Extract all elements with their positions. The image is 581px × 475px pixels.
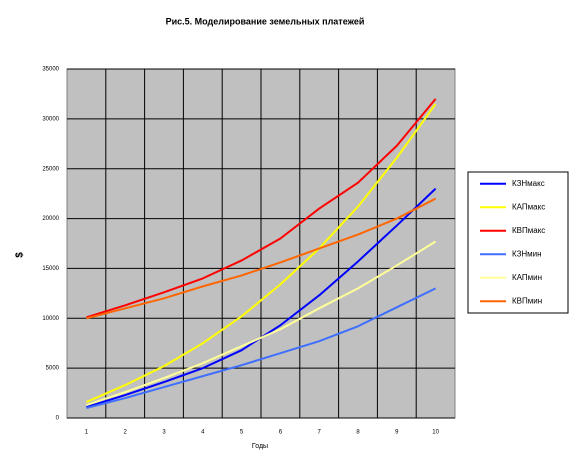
x-tick-label: 1 (85, 430, 89, 436)
legend-label: КЗНмин (512, 249, 542, 258)
legend-label: КАПмакс (512, 202, 545, 211)
legend-label: КВПмакс (512, 226, 545, 235)
y-tick-label: 20000 (42, 216, 59, 222)
x-tick-label: 4 (201, 430, 205, 436)
legend-label: КЗНмакс (512, 179, 545, 188)
y-tick-label: 30000 (42, 116, 59, 122)
legend-label: КВПмин (512, 296, 542, 305)
legend-label: КАПмин (512, 273, 542, 282)
y-tick-label: 5000 (46, 366, 60, 372)
y-axis-label: $ (15, 252, 26, 258)
y-tick-label: 10000 (42, 316, 59, 322)
x-tick-label: 2 (124, 430, 128, 436)
x-tick-label: 10 (432, 430, 439, 436)
x-tick-label: 5 (240, 430, 244, 436)
y-tick-label: 15000 (42, 266, 59, 272)
series-line (86, 197, 437, 320)
x-tick-label: 6 (279, 430, 283, 436)
x-tick-label: 8 (356, 430, 360, 436)
series-line (85, 103, 437, 403)
y-tick-label: 35000 (42, 67, 59, 73)
x-tick-label: 9 (395, 430, 399, 436)
y-tick-label: 0 (56, 416, 60, 422)
series-line (86, 98, 437, 319)
series-line (86, 287, 437, 409)
series-line (86, 240, 437, 406)
x-axis-label: Годы (252, 443, 268, 450)
y-tick-label: 25000 (42, 166, 59, 172)
x-tick-label: 3 (162, 430, 166, 436)
x-tick-label: 7 (318, 430, 322, 436)
legend-box (467, 171, 569, 314)
chart-title: Рис.5. Моделирование земельных платежей (166, 16, 365, 26)
